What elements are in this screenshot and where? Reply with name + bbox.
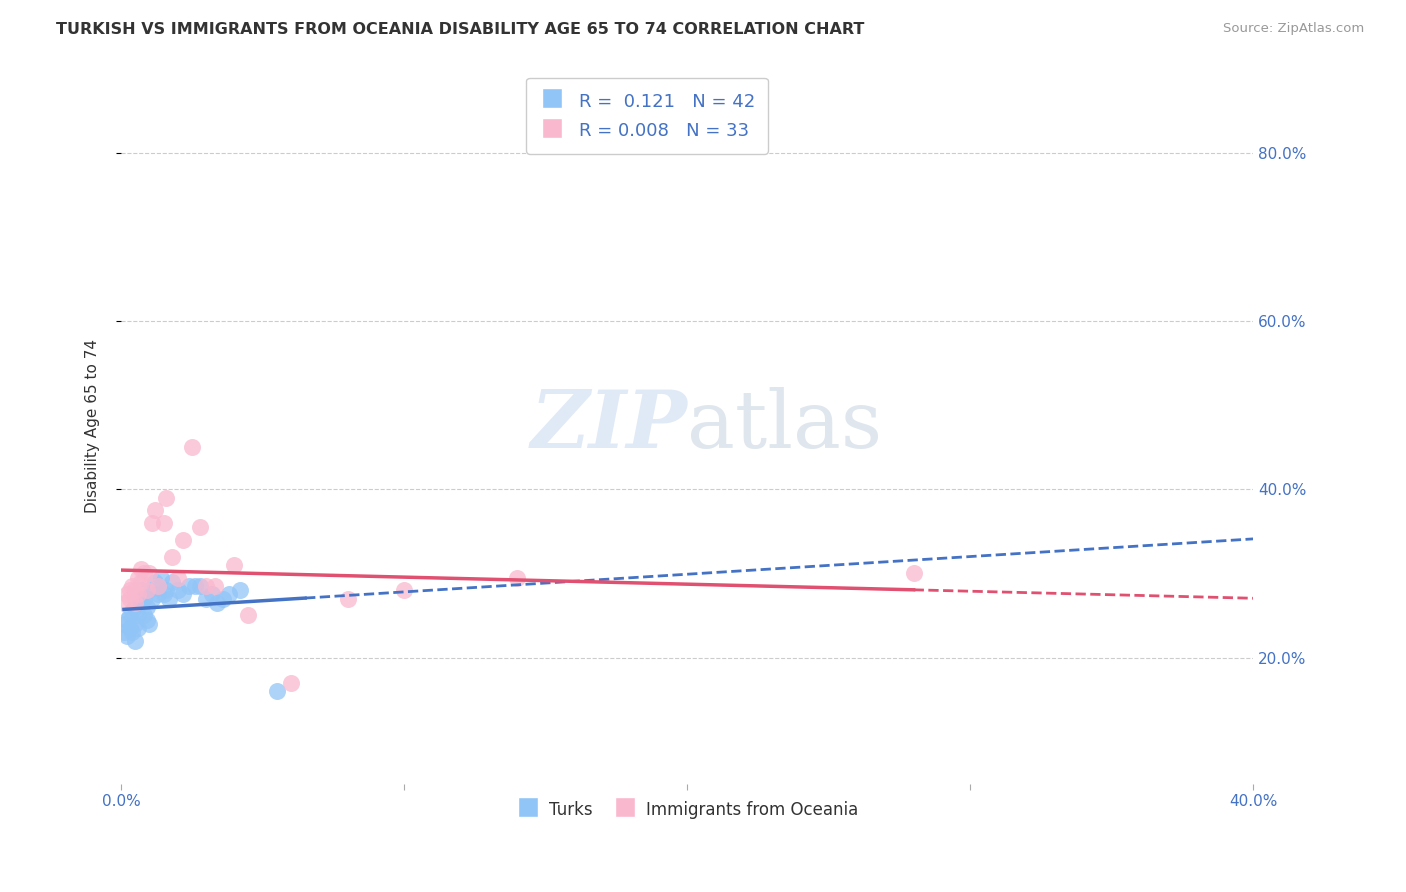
Point xyxy=(129,574,152,589)
Point xyxy=(127,587,149,601)
Point xyxy=(115,587,138,601)
Point xyxy=(280,675,302,690)
Point xyxy=(152,516,174,530)
Point xyxy=(141,516,163,530)
Point xyxy=(127,591,149,606)
Text: ZIP: ZIP xyxy=(530,387,688,465)
Point xyxy=(506,571,529,585)
Point xyxy=(172,587,194,601)
Point xyxy=(118,621,141,635)
Point xyxy=(166,583,188,598)
Point xyxy=(146,587,169,601)
Point xyxy=(172,533,194,547)
Point xyxy=(124,600,146,615)
Point xyxy=(224,558,246,572)
Point xyxy=(195,591,218,606)
Point xyxy=(138,616,160,631)
Point xyxy=(141,591,163,606)
Point xyxy=(149,571,172,585)
Point xyxy=(115,630,138,644)
Point xyxy=(138,566,160,581)
Point xyxy=(121,604,143,618)
Point xyxy=(166,571,188,585)
Point xyxy=(127,608,149,623)
Point xyxy=(143,574,166,589)
Point xyxy=(266,684,288,698)
Point xyxy=(190,520,212,534)
Point xyxy=(180,440,202,454)
Point xyxy=(160,574,183,589)
Point xyxy=(183,579,205,593)
Point xyxy=(132,566,155,581)
Point xyxy=(129,583,152,598)
Point xyxy=(118,591,141,606)
Point xyxy=(392,583,415,598)
Point xyxy=(124,616,146,631)
Point xyxy=(135,613,157,627)
Point xyxy=(127,621,149,635)
Point xyxy=(118,583,141,598)
Point xyxy=(229,583,252,598)
Point xyxy=(155,583,177,598)
Point xyxy=(132,608,155,623)
Point xyxy=(112,596,135,610)
Point xyxy=(152,587,174,601)
Point xyxy=(121,625,143,640)
Point xyxy=(201,587,224,601)
Point xyxy=(336,591,359,606)
Point xyxy=(121,579,143,593)
Point xyxy=(112,616,135,631)
Point xyxy=(160,549,183,564)
Point xyxy=(127,571,149,585)
Point xyxy=(207,596,229,610)
Point xyxy=(129,596,152,610)
Legend: Turks, Immigrants from Oceania: Turks, Immigrants from Oceania xyxy=(509,793,865,825)
Point xyxy=(238,608,260,623)
Point xyxy=(190,579,212,593)
Point xyxy=(157,591,180,606)
Point xyxy=(218,587,240,601)
Text: Source: ZipAtlas.com: Source: ZipAtlas.com xyxy=(1223,22,1364,36)
Point xyxy=(138,583,160,598)
Point xyxy=(124,596,146,610)
Point xyxy=(118,608,141,623)
Point xyxy=(112,625,135,640)
Point xyxy=(155,491,177,505)
Point xyxy=(143,503,166,517)
Point xyxy=(132,591,155,606)
Point xyxy=(177,579,200,593)
Point xyxy=(903,566,925,581)
Text: TURKISH VS IMMIGRANTS FROM OCEANIA DISABILITY AGE 65 TO 74 CORRELATION CHART: TURKISH VS IMMIGRANTS FROM OCEANIA DISAB… xyxy=(56,22,865,37)
Point xyxy=(212,591,235,606)
Point xyxy=(115,613,138,627)
Point xyxy=(124,633,146,648)
Point xyxy=(195,579,218,593)
Text: atlas: atlas xyxy=(688,387,883,465)
Point xyxy=(135,583,157,598)
Point xyxy=(135,600,157,615)
Point xyxy=(129,562,152,576)
Point xyxy=(204,579,226,593)
Y-axis label: Disability Age 65 to 74: Disability Age 65 to 74 xyxy=(86,339,100,513)
Point xyxy=(146,579,169,593)
Point xyxy=(124,583,146,598)
